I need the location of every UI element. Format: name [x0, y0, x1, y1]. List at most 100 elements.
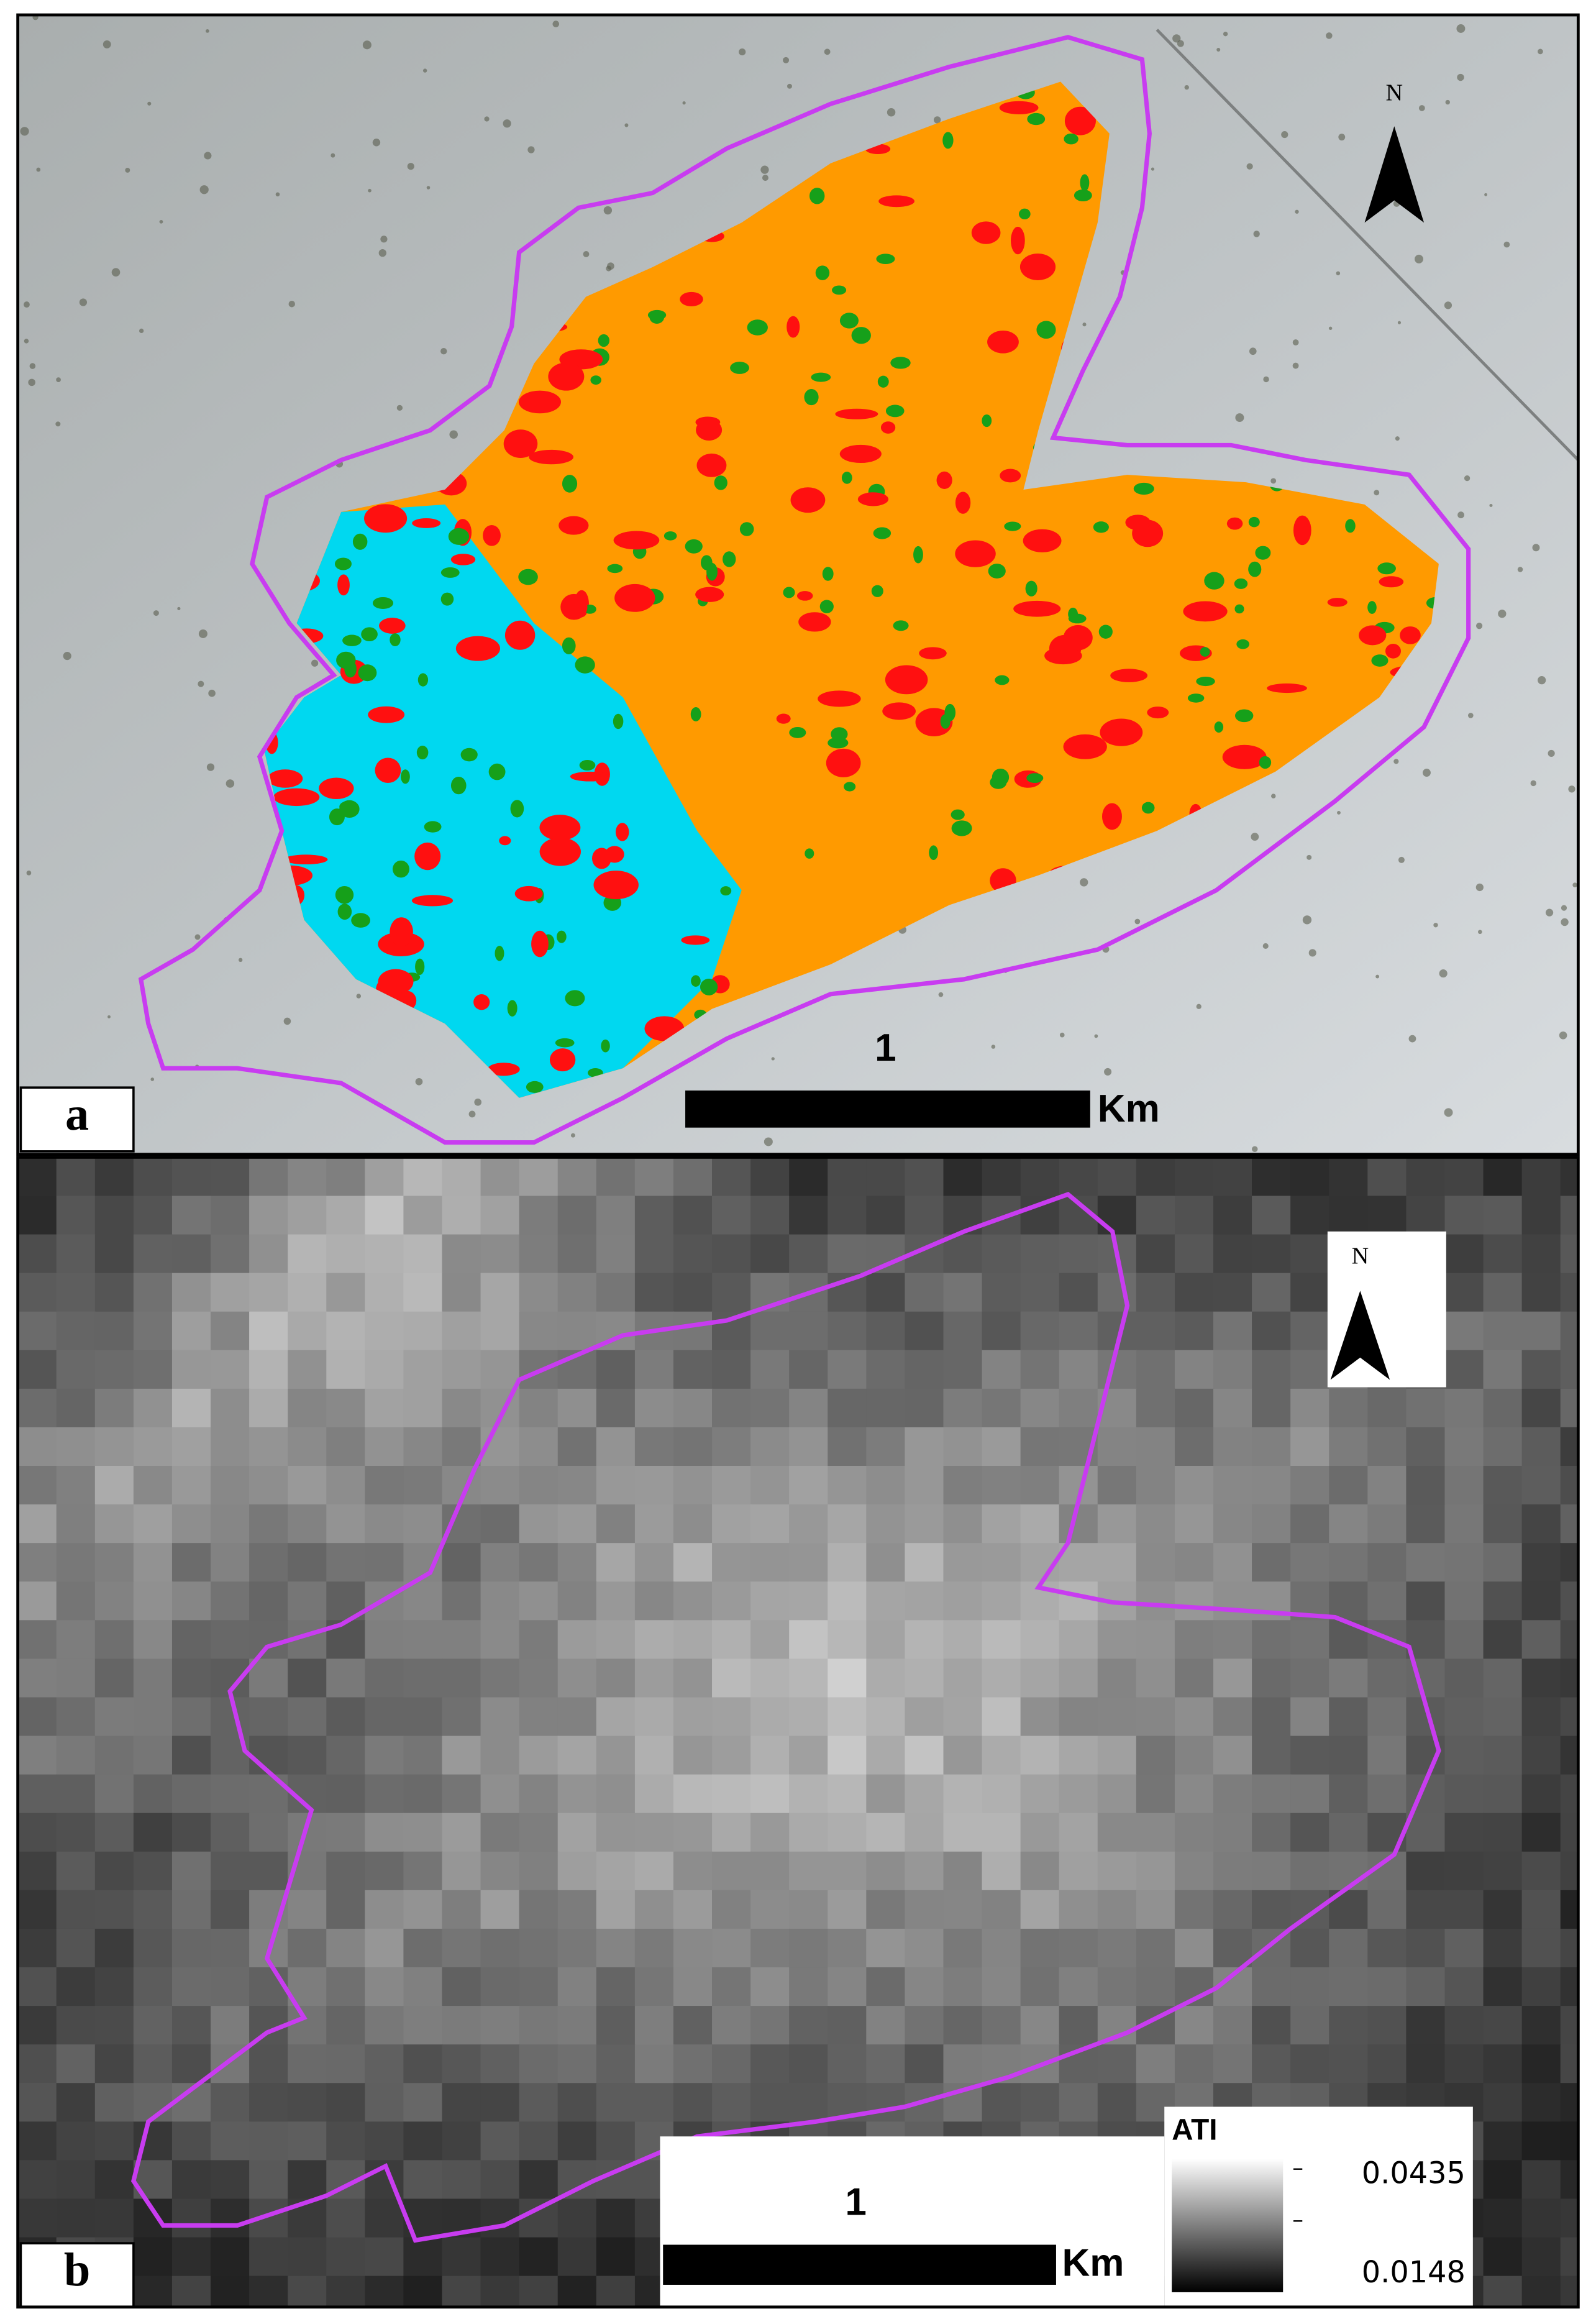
shrub [1080, 878, 1088, 887]
raster-cell [1483, 2198, 1523, 2238]
raster-cell [789, 1157, 829, 1197]
raster-cell [1213, 1736, 1253, 1775]
green-class [518, 569, 538, 585]
raster-cell [789, 1658, 829, 1698]
raster-cell [1020, 1311, 1060, 1351]
raster-cell [17, 1543, 57, 1583]
raster-cell [634, 2006, 675, 2046]
red-class [378, 969, 414, 995]
raster-cell [1252, 1543, 1292, 1583]
red-class [1293, 515, 1311, 546]
raster-cell [1097, 1466, 1138, 1506]
red-class [390, 917, 413, 947]
raster-cell [596, 1273, 636, 1312]
raster-cell [982, 1311, 1021, 1351]
shrub [1216, 48, 1221, 52]
raster-cell [480, 2198, 520, 2238]
green-class [590, 375, 601, 385]
raster-cell [1213, 1196, 1253, 1235]
raster-cell [828, 1736, 867, 1775]
raster-cell [133, 1427, 173, 1467]
shrub [378, 249, 386, 257]
raster-cell [557, 2198, 597, 2238]
raster-cell [1020, 1504, 1060, 1544]
raster-cell [712, 1774, 752, 1814]
shrub [111, 268, 121, 277]
shrub [1422, 769, 1431, 777]
green-class [828, 737, 849, 749]
raster-cell [634, 2083, 675, 2123]
raster-cell [17, 2198, 57, 2238]
green-class [663, 531, 677, 541]
raster-cell [171, 1890, 212, 1930]
green-class [783, 587, 795, 598]
raster-cell [1097, 1967, 1138, 2007]
raster-cell [673, 1427, 713, 1467]
green-class [1235, 709, 1254, 723]
raster-cell [519, 1774, 559, 1814]
raster-cell [1406, 1890, 1446, 1930]
green-class [982, 414, 992, 428]
raster-cell [943, 1620, 983, 1660]
raster-cell [866, 2083, 906, 2123]
green-class [951, 820, 972, 836]
red-class [518, 390, 562, 414]
raster-cell [866, 2006, 906, 2046]
raster-cell [1329, 1774, 1369, 1814]
scale-unit: Km [1062, 2241, 1124, 2284]
raster-cell [94, 1967, 135, 2007]
raster-cell [1290, 1967, 1330, 2007]
raster-cell [480, 1736, 520, 1775]
raster-cell [1560, 1273, 1579, 1312]
raster-cell [557, 1543, 597, 1583]
raster-cell [1329, 1736, 1369, 1775]
raster-cell [365, 1466, 404, 1506]
raster-cell [1521, 1697, 1561, 1737]
shrub [147, 101, 152, 106]
red-class [559, 516, 589, 535]
red-class [1023, 529, 1062, 552]
raster-cell [712, 1658, 752, 1698]
green-class [844, 782, 856, 792]
raster-cell [596, 2044, 636, 2084]
raster-cell [211, 1620, 250, 1660]
raster-cell [750, 1234, 790, 1274]
raster-cell [1290, 1736, 1330, 1775]
raster-cell [1213, 1427, 1253, 1467]
raster-cell [982, 1581, 1021, 1621]
red-class [857, 492, 889, 506]
raster-cell [94, 1504, 135, 1544]
raster-cell [750, 1967, 790, 2007]
raster-cell [789, 2044, 829, 2084]
green-class [607, 564, 623, 574]
raster-cell [943, 1350, 983, 1390]
green-class [890, 357, 911, 369]
raster-cell [1020, 1736, 1060, 1775]
raster-cell [56, 1658, 96, 1698]
raster-cell [1329, 1196, 1369, 1235]
raster-cell [1097, 2044, 1138, 2084]
raster-cell [17, 2083, 57, 2123]
raster-cell [288, 2121, 327, 2161]
raster-cell [56, 1234, 96, 1274]
raster-cell [403, 2198, 443, 2238]
raster-cell [519, 2083, 559, 2123]
raster-cell [1213, 1658, 1253, 1698]
raster-cell [1252, 1967, 1292, 2007]
green-class [730, 362, 749, 374]
raster-cell [1059, 1890, 1098, 1930]
raster-cell [1367, 1466, 1407, 1506]
raster-cell [1329, 1504, 1369, 1544]
legend-min: 0.0148 [1362, 2256, 1466, 2290]
raster-cell [249, 1581, 289, 1621]
green-class [690, 707, 701, 721]
raster-cell [442, 1813, 481, 1852]
green-class [1064, 133, 1078, 145]
raster-cell [1483, 1774, 1523, 1814]
raster-cell [442, 2276, 481, 2307]
red-class [878, 195, 914, 208]
raster-cell [1560, 1504, 1579, 1544]
raster-cell [1521, 1466, 1561, 1506]
raster-cell [94, 1581, 135, 1621]
raster-cell [596, 2083, 636, 2123]
